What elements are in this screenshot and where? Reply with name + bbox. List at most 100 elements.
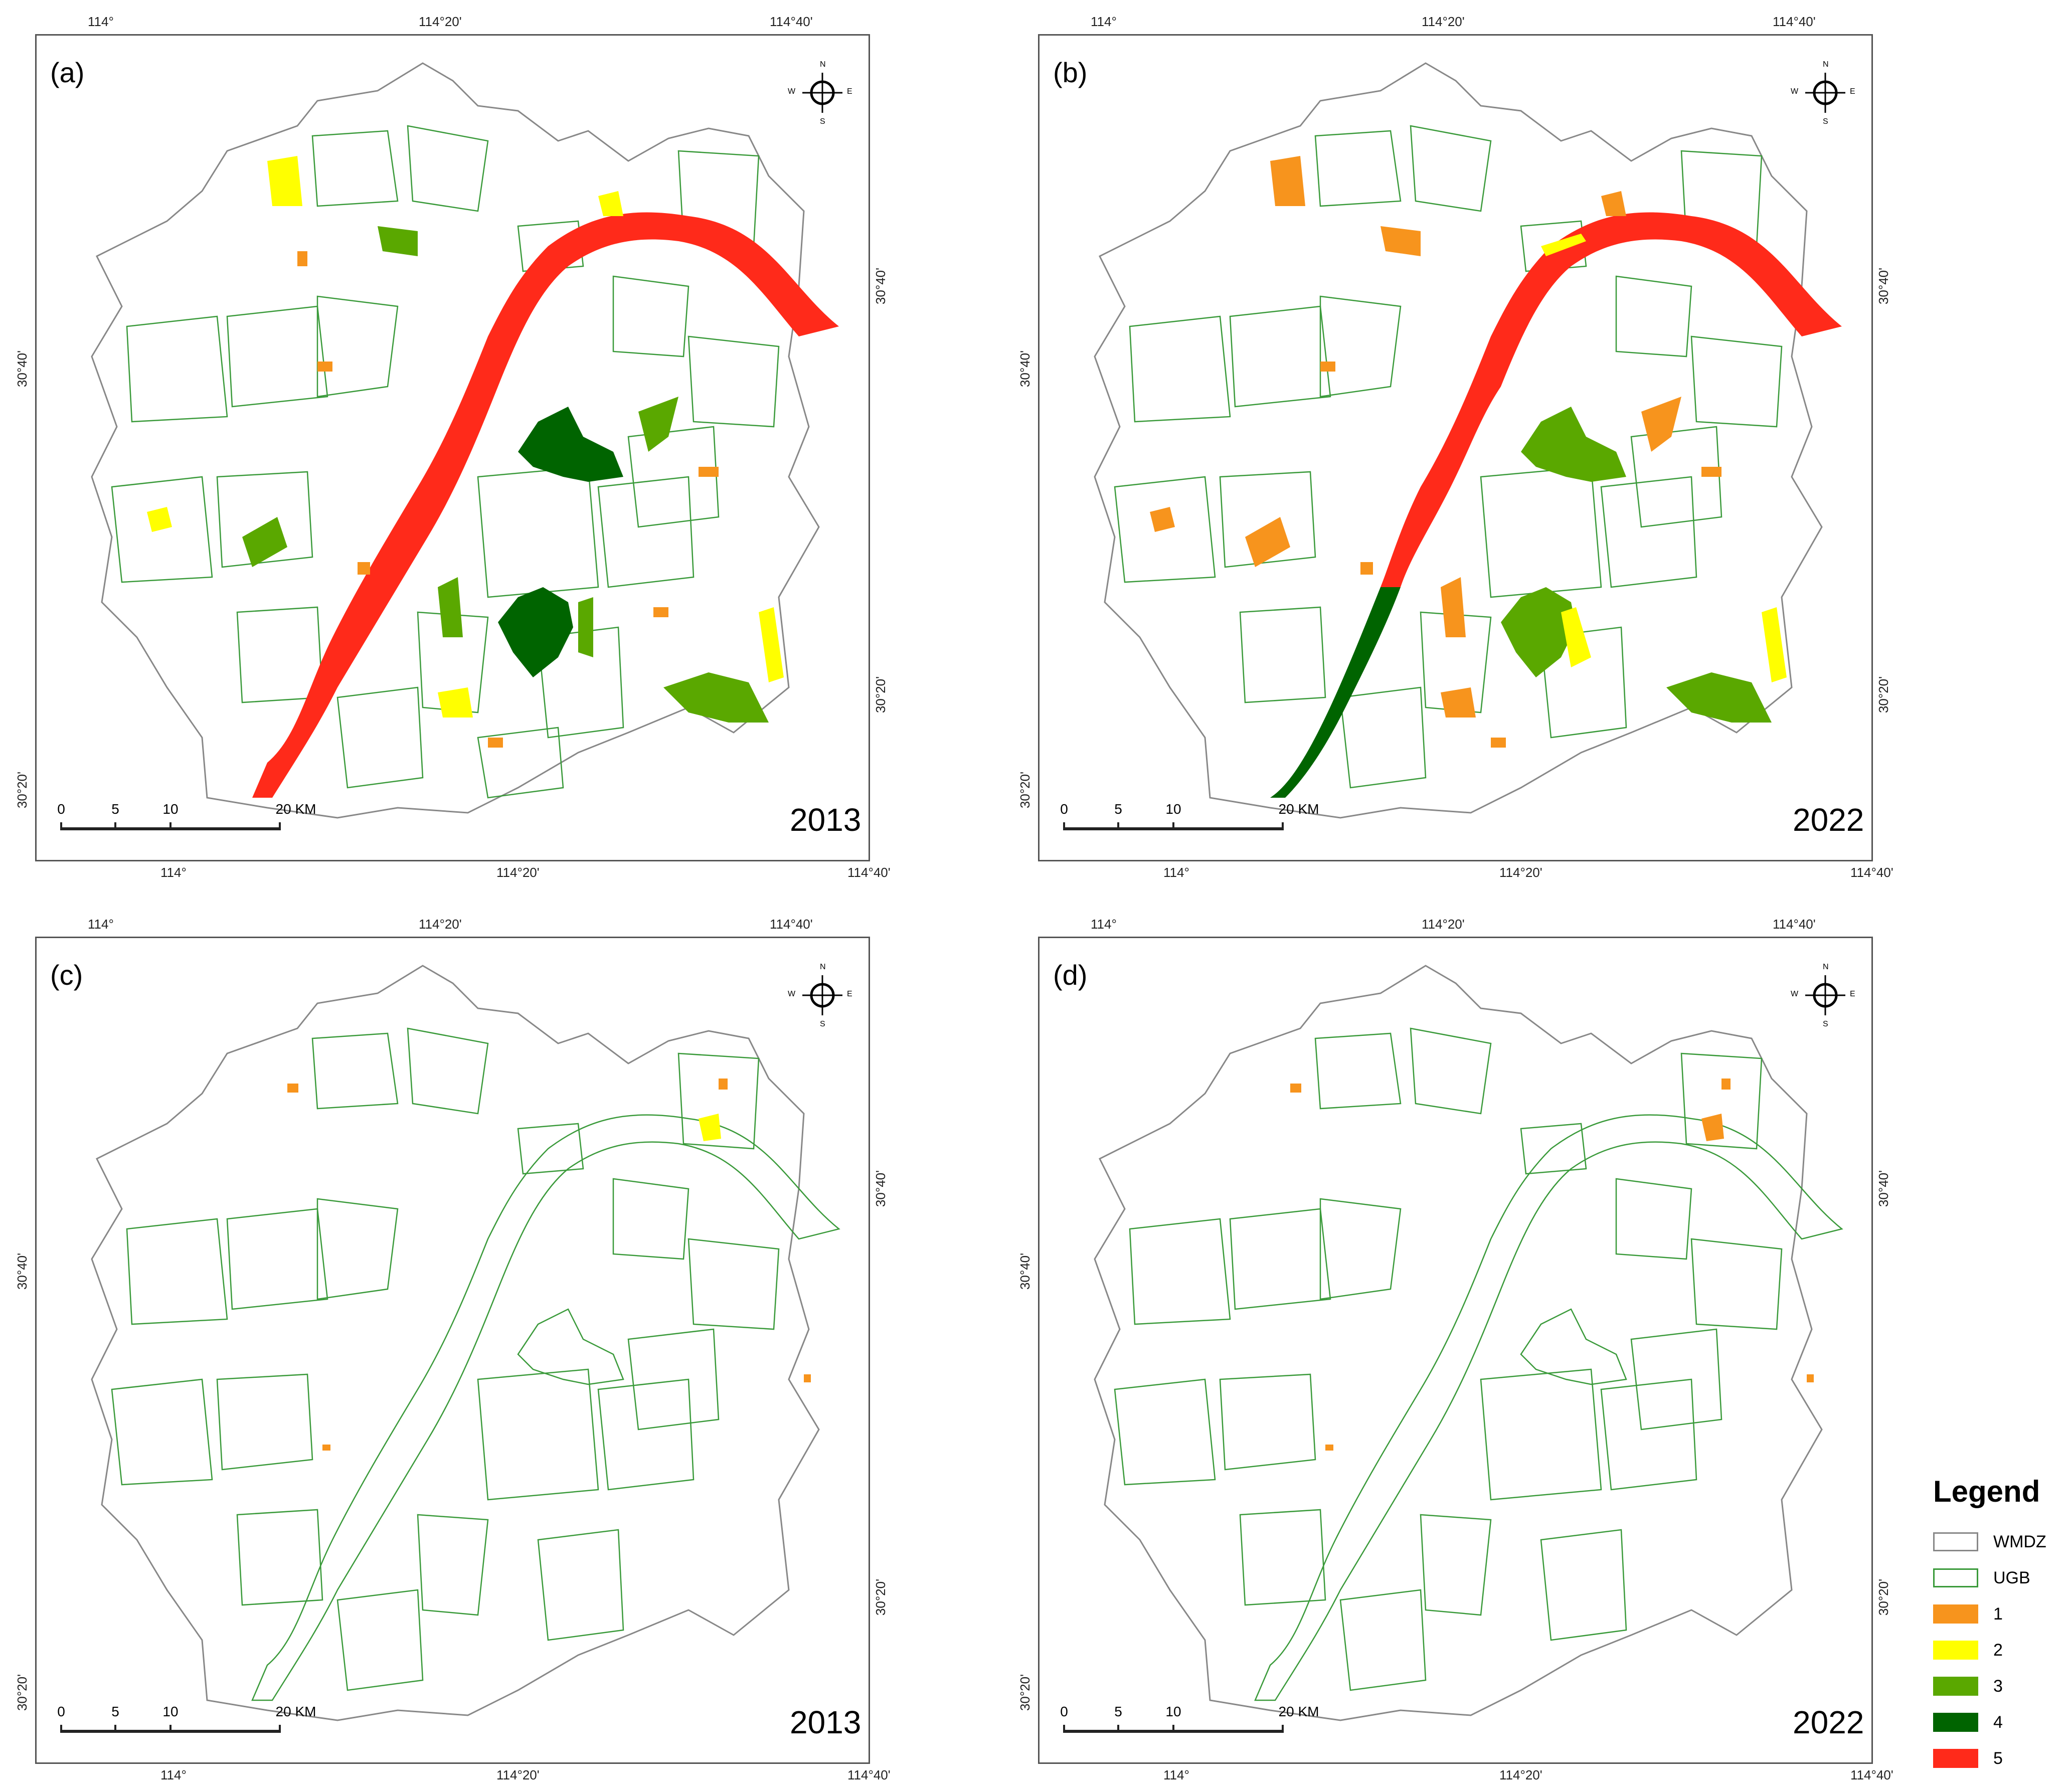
ugb-boundaries: [1114, 1027, 1843, 1701]
legend-label: 5: [1993, 1748, 2003, 1768]
lon-label-top: 114°40': [1773, 14, 1816, 29]
lon-label-top: 114°: [88, 917, 114, 932]
legend-item: 2: [1933, 1632, 2046, 1668]
compass-s: S: [1823, 117, 1828, 126]
lon-label-bottom: 114°: [160, 1767, 187, 1782]
class-2-patches: [699, 1114, 721, 1141]
lon-label-bottom: 114°40': [1850, 865, 1893, 880]
ugb-boundaries: [111, 125, 780, 799]
legend-swatch: [1933, 1568, 1978, 1587]
legend: Legend WMDZ UGB 1 2 3 4 5: [1933, 1474, 2046, 1776]
river-class-4: [1270, 587, 1401, 798]
map-frame: [1038, 34, 1873, 861]
class-1-patches: [297, 251, 719, 748]
lon-label-top: 114°40': [770, 917, 813, 932]
river-class-5: [252, 212, 839, 798]
legend-swatch: [1933, 1604, 1978, 1624]
wmdz-boundary: [1094, 62, 1823, 819]
compass-w: W: [788, 87, 796, 96]
lat-label-left: 30°20': [1017, 771, 1033, 809]
legend-item: 3: [1933, 1668, 2046, 1704]
lat-label-right: 30°20': [873, 676, 889, 713]
lat-label-right: 30°40': [1876, 1170, 1891, 1207]
compass-w: W: [788, 990, 796, 998]
scale-10: 10: [162, 801, 179, 817]
class-1-patches: [287, 1079, 811, 1451]
legend-label: 2: [1993, 1640, 2003, 1660]
class-2-patches: [1541, 234, 1787, 682]
scale-bar: 0 5 10 20 KM: [1060, 797, 1319, 837]
panel-a: 114° 114°20' 114°40': [0, 0, 1003, 892]
panel-year: 2022: [1793, 1704, 1864, 1740]
scale-bar: 0 5 10 20 KM: [57, 797, 316, 837]
compass-s: S: [820, 117, 825, 126]
lon-label-bottom: 114°40': [1850, 1767, 1893, 1782]
legend-title: Legend: [1933, 1475, 2040, 1508]
lon-label-top: 114°40': [1773, 917, 1816, 932]
legend-item: WMDZ: [1933, 1524, 2046, 1560]
lat-label-left: 30°20': [1017, 1674, 1033, 1711]
compass-n: N: [820, 60, 826, 69]
wmdz-boundary: [91, 62, 820, 819]
lon-label-bottom: 114°20': [1499, 865, 1542, 880]
scale-20: 20 KM: [275, 801, 316, 817]
panel-label: (b): [1053, 57, 1088, 88]
class-1-patches: [1150, 156, 1721, 748]
compass-n: N: [820, 963, 826, 971]
compass-n: N: [1823, 60, 1829, 69]
lat-label-right: 30°20': [1876, 676, 1891, 713]
map-canvas: [91, 62, 839, 819]
compass-s: S: [1823, 1020, 1828, 1028]
legend-label: 4: [1993, 1712, 2003, 1732]
lon-label-bottom: 114°: [1163, 865, 1189, 880]
panel-label: (a): [50, 57, 85, 88]
lon-label-top: 114°40': [770, 14, 813, 29]
wmdz-boundary: [91, 965, 820, 1721]
scale-20: 20 KM: [1278, 1704, 1319, 1719]
compass-w: W: [1791, 990, 1799, 998]
scale-5: 5: [111, 801, 119, 817]
legend-label: UGB: [1993, 1568, 2030, 1587]
legend-swatch: [1933, 1713, 1978, 1732]
lon-label-top: 114°20': [1422, 917, 1465, 932]
lon-label-bottom: 114°20': [496, 865, 540, 880]
map-frame: [1038, 937, 1873, 1764]
lon-label-top: 114°: [1091, 14, 1117, 29]
lat-label-right: 30°40': [873, 267, 889, 305]
lat-label-left: 30°40': [1017, 350, 1033, 388]
legend-item: UGB: [1933, 1560, 2046, 1596]
scale-0: 0: [57, 1704, 65, 1719]
class-3-patches: [242, 226, 769, 723]
map-canvas: [1094, 62, 1842, 819]
panel-label: (d): [1053, 959, 1088, 991]
ugb-boundaries: [111, 1027, 840, 1701]
compass-rose: N S E W: [1791, 963, 1855, 1028]
scale-bar: 0 5 10 20 KM: [1060, 1700, 1319, 1740]
scale-0: 0: [1060, 1704, 1068, 1719]
panel-c: 114° 114°20' 114°40': [0, 903, 1003, 1792]
lat-label-left: 30°40': [15, 1252, 30, 1290]
lat-label-right: 30°40': [1876, 267, 1891, 305]
scale-10: 10: [1165, 1704, 1181, 1719]
lon-label-bottom: 114°40': [847, 1767, 891, 1782]
lon-label-top: 114°20': [419, 917, 462, 932]
legend-item: 4: [1933, 1704, 2046, 1740]
class-1-patches: [1290, 1079, 1814, 1451]
lat-label-left: 30°20': [15, 1674, 30, 1711]
map-frame: [35, 937, 870, 1764]
lon-label-bottom: 114°: [1163, 1767, 1189, 1782]
legend-label: WMDZ: [1993, 1532, 2046, 1551]
compass-rose: N S E W: [788, 963, 852, 1028]
wmdz-boundary: [1094, 965, 1823, 1721]
lon-label-bottom: 114°: [160, 865, 187, 880]
scale-10: 10: [1165, 801, 1181, 817]
legend-swatch: [1933, 1532, 1978, 1551]
legend-swatch: [1933, 1641, 1978, 1660]
scale-20: 20 KM: [275, 1704, 316, 1719]
class-2-patches: [147, 156, 784, 718]
lat-label-right: 30°20': [1876, 1578, 1891, 1616]
compass-e: E: [847, 990, 852, 998]
lat-label-left: 30°20': [15, 771, 30, 809]
panel-d: 114° 114°20' 114°40': [1003, 903, 1916, 1792]
compass-e: E: [847, 87, 852, 96]
